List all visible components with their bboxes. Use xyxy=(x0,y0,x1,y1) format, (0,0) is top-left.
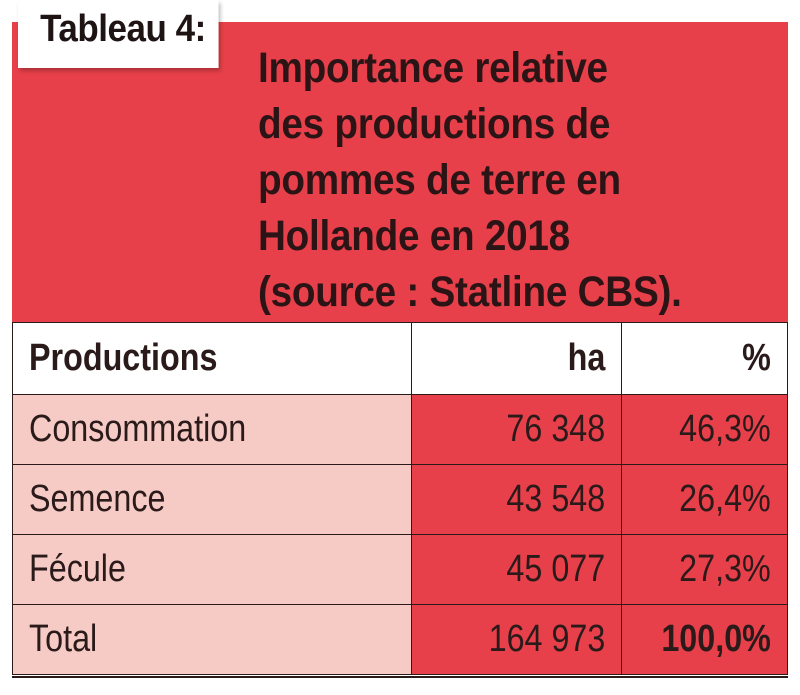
row-name: Consommation xyxy=(11,394,413,465)
row-percent: 46,3% xyxy=(621,394,788,465)
table-row: Semence 43 548 26,4% xyxy=(11,464,788,535)
table-total-row: Total 164 973 100,0% xyxy=(11,604,788,675)
total-percent: 100,0% xyxy=(621,604,788,675)
title-band xyxy=(12,22,788,322)
bottom-rule xyxy=(12,676,788,678)
table-row: Consommation 76 348 46,3% xyxy=(11,394,788,465)
table-header-row: Productions ha % xyxy=(11,322,788,395)
table-title: Importance relative des productions de p… xyxy=(258,44,682,316)
table-label: Tableau 4: xyxy=(18,0,219,68)
row-name: Semence xyxy=(11,464,413,535)
row-percent: 27,3% xyxy=(621,534,788,605)
total-ha: 164 973 xyxy=(411,604,623,675)
header-productions: Productions xyxy=(11,322,413,395)
row-ha: 45 077 xyxy=(411,534,623,605)
header-ha: ha xyxy=(411,322,623,395)
row-ha: 43 548 xyxy=(411,464,623,535)
row-percent: 26,4% xyxy=(621,464,788,535)
table-row: Fécule 45 077 27,3% xyxy=(11,534,788,605)
header-percent: % xyxy=(621,322,788,395)
row-name: Fécule xyxy=(11,534,413,605)
production-table: Productions ha % Consommation 76 348 46,… xyxy=(11,322,788,675)
row-ha: 76 348 xyxy=(411,394,623,465)
total-name: Total xyxy=(11,604,413,675)
